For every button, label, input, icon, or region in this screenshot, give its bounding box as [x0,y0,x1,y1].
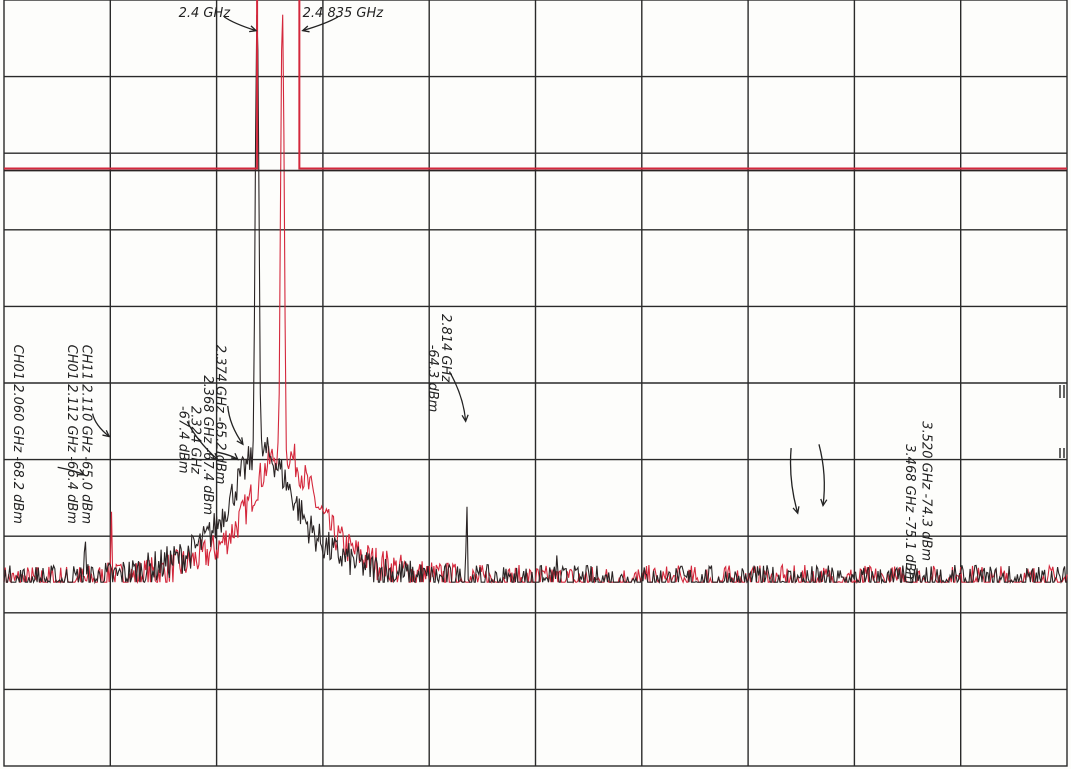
annotation-a9: -67.4 dBm [176,406,191,474]
annotation-arrow [227,405,244,445]
annotation-a6: 2.374 GHz -65.2 dBm [213,345,228,485]
arrow-head [820,498,828,508]
annotation-arrows [57,16,828,515]
annotation-arrow [789,448,799,514]
arrow-head [236,437,244,446]
annotation-a12: 3.520 GHz -74.3 dBm [919,421,934,561]
annotations: 2.4 GHz 2.4 835 GHz CH11 2.110 GHz -65.0 d… [10,6,934,584]
annotation-a4: CH01 2.112 GHz -66.4 dBm [64,345,79,524]
annotation-a3: CH11 2.110 GHz -65.0 dBm [78,345,93,524]
annotation-a5: CH01 2.060 GHz -68.2 dBm [10,345,25,524]
annotation-a2: 2.4 835 GHz [303,6,385,21]
arrow-head [249,25,258,33]
annotation-arrow [448,371,467,422]
annotation-a13: 3.468 GHz -75.1 dBm [902,444,917,584]
arrow-head [230,452,240,461]
annotation-a1: 2.4 GHz [179,6,232,21]
annotation-arrow [302,16,339,32]
edge-marks [1059,385,1065,458]
arrow-head [792,506,800,515]
arrow-head [102,430,111,438]
arrow-head [461,414,469,423]
limit-line-trace_b [4,0,1067,170]
arrow-head [301,25,310,33]
annotation-a8: 2.324 GHz [187,406,202,475]
annotation-a7: 2.368 GHz -67.4 dBm [200,375,215,515]
spectrum-trace-trace_a [3,14,1067,585]
annotation-arrow [818,444,825,506]
annotation-a10: 2.814 GHz [438,314,453,383]
arrow-head [210,452,219,461]
annotation-arrow [186,421,219,461]
arrow-head [76,468,86,476]
traces [3,0,1068,585]
annotation-arrow [223,16,257,32]
grid [4,0,1067,766]
annotation-arrow [91,413,110,438]
annotation-a11: -64.3 dBm [425,345,440,413]
plot-frame [3,0,1068,767]
